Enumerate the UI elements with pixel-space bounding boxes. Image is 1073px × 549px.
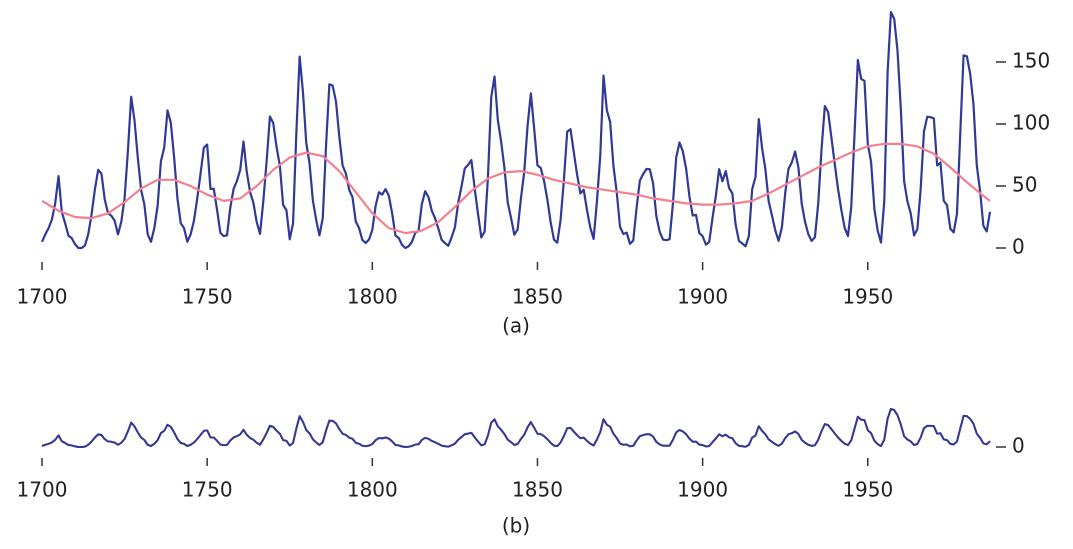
x-tick-label: 1800 <box>347 285 398 309</box>
x-tick-label: 1850 <box>512 285 563 309</box>
panel-caption: (a) <box>502 314 530 338</box>
x-tick-label: 1850 <box>512 478 563 502</box>
x-tick-label: 1900 <box>677 285 728 309</box>
x-tick-label: 1750 <box>182 478 233 502</box>
y-tick-label: 100 <box>1012 111 1050 135</box>
series-line <box>41 407 991 448</box>
x-tick-label: 1700 <box>17 478 68 502</box>
x-tick-label: 1900 <box>677 478 728 502</box>
series-line <box>40 11 992 250</box>
series-line <box>41 142 991 235</box>
y-tick-label: 0 <box>1012 434 1025 458</box>
y-tick-label: 0 <box>1012 235 1025 259</box>
x-tick-label: 1800 <box>347 478 398 502</box>
x-tick-label: 1700 <box>17 285 68 309</box>
y-tick-label: 150 <box>1012 49 1050 73</box>
panel-caption: (b) <box>502 514 530 538</box>
series-line <box>41 407 991 448</box>
x-tick-label: 1950 <box>842 285 893 309</box>
x-tick-label: 1750 <box>182 285 233 309</box>
y-tick-label: 50 <box>1012 173 1037 197</box>
x-tick-label: 1950 <box>842 478 893 502</box>
